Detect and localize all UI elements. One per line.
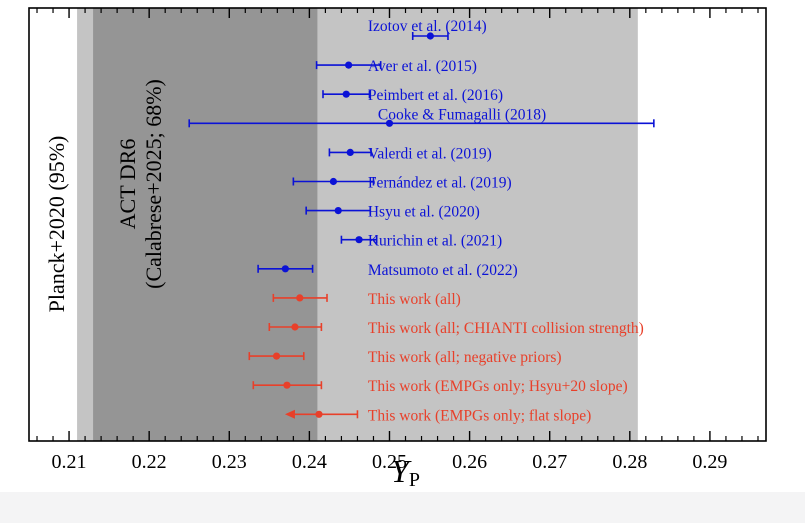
literature-6-point: [334, 207, 342, 215]
x-tick-label: 0.22: [132, 451, 167, 473]
this-work-4-point: [315, 410, 323, 418]
literature-2-point: [342, 90, 350, 98]
x-tick-label: 0.27: [532, 451, 567, 473]
literature-0-point: [426, 32, 434, 40]
this-work-3-label: This work (EMPGs only; Hsyu+20 slope): [368, 378, 628, 395]
plot-frame: [28, 7, 767, 442]
x-tick-label: 0.23: [212, 451, 247, 473]
literature-4-point: [346, 148, 354, 156]
literature-7-point: [355, 236, 363, 244]
this-work-2-point: [272, 352, 281, 360]
this-work-3-point: [283, 381, 291, 389]
x-axis-label-subscript: P: [409, 469, 420, 491]
x-axis-label: YP: [391, 453, 420, 491]
plot-svg: 0.21 0.22 0.23 0.24 0.25 0.26 0.27 0.28 0.29 Pla…: [28, 7, 767, 491]
literature-4-label: Valerdi et al. (2019): [368, 145, 492, 162]
x-tick-label: 0.28: [612, 451, 647, 473]
literature-5-point: [329, 177, 338, 186]
act-band: [93, 8, 318, 441]
literature-3-point: [385, 119, 394, 127]
x-tick-label: 0.29: [692, 451, 727, 473]
this-work-2-label: This work (all; negative priors): [368, 349, 562, 366]
act-band-sublabel: (Calabrese+2025; 68%): [141, 79, 166, 289]
literature-7-label: Kurichin et al. (2021): [368, 233, 502, 250]
literature-8-label: Matsumoto et al. (2022): [368, 262, 518, 279]
this-work-1-label: This work (all; CHIANTI collision streng…: [368, 320, 644, 337]
act-band-label: ACT DR6: [115, 139, 140, 230]
literature-0-label: Izotov et al. (2014): [368, 18, 487, 35]
bottom-bar: [0, 492, 805, 523]
this-work-4-arrow: [284, 409, 295, 419]
literature-3-label: Cooke & Fumagalli (2018): [378, 106, 546, 123]
x-tick-label: 0.25: [372, 451, 407, 473]
literature-5-label: Fernández et al. (2019): [368, 175, 512, 192]
this-work-0-point: [296, 294, 304, 302]
x-tick-label: 0.26: [452, 451, 487, 473]
this-work-4-label: This work (EMPGs only; flat slope): [368, 407, 591, 424]
this-work-1-point: [291, 323, 299, 331]
planck-band-label: Planck+2020 (95%): [44, 136, 69, 313]
literature-2-label: Peimbert et al. (2016): [368, 87, 503, 104]
literature-6-label: Hsyu et al. (2020): [368, 204, 480, 221]
this-work-0-label: This work (all): [368, 291, 461, 308]
literature-1-label: Aver et al. (2015): [368, 58, 477, 75]
x-tick-label: 0.21: [52, 451, 87, 473]
x-tick-label: 0.24: [292, 451, 327, 473]
literature-8-point: [281, 265, 289, 273]
literature-1-point: [345, 61, 353, 69]
